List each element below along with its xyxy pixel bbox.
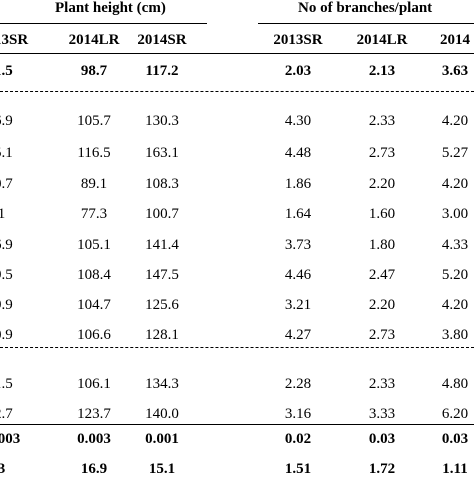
block1-row-3-cell-1: 77.3 bbox=[80, 206, 108, 222]
block1-row-0-cell-0: 6.9 bbox=[0, 113, 13, 129]
block1-row-7-cell-3: 4.27 bbox=[284, 327, 312, 343]
stats-rule bbox=[0, 424, 474, 425]
summary-row-cell-3: 2.03 bbox=[284, 63, 312, 79]
block2-row-0-cell-1: 106.1 bbox=[77, 376, 111, 392]
block1-row-0-cell-3: 4.30 bbox=[284, 113, 312, 129]
block1-row-1-cell-1: 116.5 bbox=[77, 145, 111, 161]
block1-row-6-cell-4: 2.20 bbox=[368, 297, 396, 313]
block1-row-0-cell-5: 4.20 bbox=[441, 113, 469, 129]
block1-row-6-cell-0: 9.9 bbox=[0, 297, 13, 313]
block1-row-7-cell-1: 106.6 bbox=[77, 327, 111, 343]
block1-row-4-cell-0: 6.9 bbox=[0, 237, 13, 253]
block2-row-1-cell-5: 6.20 bbox=[441, 406, 469, 422]
block1-row-3-cell-3: 1.64 bbox=[284, 206, 312, 222]
stat-row-1-cell-0: .3 bbox=[0, 461, 6, 477]
block1-row-3-cell-4: 1.60 bbox=[368, 206, 396, 222]
summary-row-cell-5: 3.63 bbox=[441, 63, 469, 79]
block1-row-6-cell-2: 125.6 bbox=[145, 297, 179, 313]
block1-row-0-cell-4: 2.33 bbox=[368, 113, 396, 129]
block1-row-5-cell-5: 5.20 bbox=[441, 267, 469, 283]
branches-per-plant-header: No of branches/plant bbox=[298, 0, 433, 16]
branches-underline bbox=[258, 23, 474, 24]
block2-row-0-cell-3: 2.28 bbox=[284, 376, 312, 392]
block1-row-2-cell-5: 4.20 bbox=[441, 176, 469, 192]
block1-row-6-cell-3: 3.21 bbox=[284, 297, 312, 313]
summary-row-cell-1: 98.7 bbox=[80, 63, 108, 79]
plant-height-underline bbox=[0, 23, 207, 24]
block2-row-1-cell-2: 140.0 bbox=[145, 406, 179, 422]
column-header-cell-2: 2014SR bbox=[137, 32, 187, 48]
block1-row-2-cell-3: 1.86 bbox=[284, 176, 312, 192]
summary-row-cell-2: 117.2 bbox=[145, 63, 179, 79]
block1-row-4-cell-2: 141.4 bbox=[145, 237, 179, 253]
stat-row-1-cell-5: 1.11 bbox=[442, 461, 468, 477]
dashed-separator-1 bbox=[0, 91, 474, 92]
block1-row-3-cell-2: 100.7 bbox=[145, 206, 179, 222]
column-header-cell-0: 13SR bbox=[0, 32, 29, 48]
block1-row-3-cell-0: .1 bbox=[0, 206, 6, 222]
block2-row-0-cell-5: 4.80 bbox=[441, 376, 469, 392]
header-rule bbox=[0, 53, 474, 54]
column-header-cell-5: 2014 bbox=[440, 32, 470, 48]
stat-row-0-cell-1: 0.003 bbox=[77, 431, 111, 447]
block1-row-5-cell-1: 108.4 bbox=[77, 267, 111, 283]
block2-row-1-cell-3: 3.16 bbox=[284, 406, 312, 422]
block1-row-4-cell-1: 105.1 bbox=[77, 237, 111, 253]
stat-row-1-cell-1: 16.9 bbox=[80, 461, 108, 477]
block1-row-7-cell-2: 128.1 bbox=[145, 327, 179, 343]
block1-row-4-cell-3: 3.73 bbox=[284, 237, 312, 253]
block1-row-7-cell-4: 2.73 bbox=[368, 327, 396, 343]
block1-row-5-cell-4: 2.47 bbox=[368, 267, 396, 283]
stat-row-1-cell-3: 1.51 bbox=[284, 461, 312, 477]
stat-row-0-cell-0: .003 bbox=[0, 431, 21, 447]
column-header-cell-1: 2014LR bbox=[68, 32, 120, 48]
block1-row-5-cell-0: 9.5 bbox=[0, 267, 13, 283]
block1-row-7-cell-0: 0.9 bbox=[0, 327, 13, 343]
block1-row-2-cell-0: 0.7 bbox=[0, 176, 13, 192]
stat-row-0-cell-2: 0.001 bbox=[145, 431, 179, 447]
block1-row-1-cell-5: 5.27 bbox=[441, 145, 469, 161]
block1-row-1-cell-3: 4.48 bbox=[284, 145, 312, 161]
block1-row-2-cell-4: 2.20 bbox=[368, 176, 396, 192]
block1-row-4-cell-5: 4.33 bbox=[441, 237, 469, 253]
stat-row-1-cell-2: 15.1 bbox=[148, 461, 176, 477]
column-header-cell-4: 2014LR bbox=[356, 32, 408, 48]
block1-row-0-cell-1: 105.7 bbox=[77, 113, 111, 129]
stat-row-0-cell-5: 0.03 bbox=[441, 431, 469, 447]
block1-row-7-cell-5: 3.80 bbox=[441, 327, 469, 343]
column-header-cell-3: 2013SR bbox=[273, 32, 323, 48]
block1-row-5-cell-2: 147.5 bbox=[145, 267, 179, 283]
block2-row-0-cell-2: 134.3 bbox=[145, 376, 179, 392]
block1-row-1-cell-4: 2.73 bbox=[368, 145, 396, 161]
block1-row-6-cell-1: 104.7 bbox=[77, 297, 111, 313]
block2-row-1-cell-0: 2.7 bbox=[0, 406, 13, 422]
block1-row-4-cell-4: 1.80 bbox=[368, 237, 396, 253]
summary-row-cell-0: 1.5 bbox=[0, 63, 13, 79]
dashed-separator-2 bbox=[0, 347, 474, 348]
block1-row-5-cell-3: 4.46 bbox=[284, 267, 312, 283]
block1-row-6-cell-5: 4.20 bbox=[441, 297, 469, 313]
plant-height-header: Plant height (cm) bbox=[55, 0, 166, 16]
block2-row-0-cell-0: 1.5 bbox=[0, 376, 13, 392]
block1-row-2-cell-1: 89.1 bbox=[80, 176, 108, 192]
stat-row-0-cell-4: 0.03 bbox=[368, 431, 396, 447]
block2-row-0-cell-4: 2.33 bbox=[368, 376, 396, 392]
block2-row-1-cell-1: 123.7 bbox=[77, 406, 111, 422]
block1-row-2-cell-2: 108.3 bbox=[145, 176, 179, 192]
stat-row-1-cell-4: 1.72 bbox=[368, 461, 396, 477]
block1-row-1-cell-0: 5.1 bbox=[0, 145, 13, 161]
summary-row-cell-4: 2.13 bbox=[368, 63, 396, 79]
block2-row-1-cell-4: 3.33 bbox=[368, 406, 396, 422]
block1-row-1-cell-2: 163.1 bbox=[145, 145, 179, 161]
block1-row-3-cell-5: 3.00 bbox=[441, 206, 469, 222]
stat-row-0-cell-3: 0.02 bbox=[284, 431, 312, 447]
block1-row-0-cell-2: 130.3 bbox=[145, 113, 179, 129]
